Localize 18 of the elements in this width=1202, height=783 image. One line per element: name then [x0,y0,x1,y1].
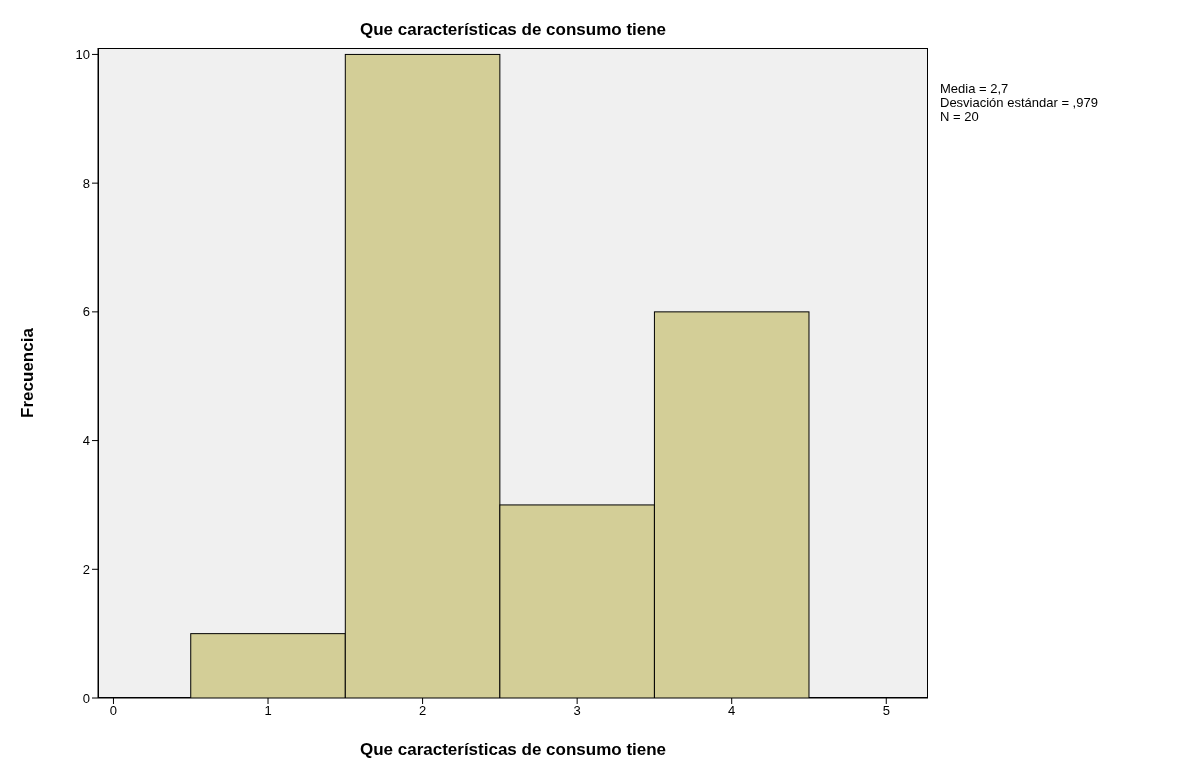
x-tick-label: 1 [264,703,272,719]
y-tick-label: 4 [82,433,90,449]
y-tick-label: 10 [75,47,90,63]
y-tick-label: 2 [82,561,90,577]
text: Media = 2,7 [940,81,1010,96]
y-tick-label: 0 [82,690,90,706]
x-tick-label: 4 [728,703,736,719]
chart-title: Que características de consumo tiene [358,20,668,40]
text: Desviación estándar = ,979 [940,95,1098,110]
x-tick-label: 0 [109,703,118,719]
y-axis-title: Frecuencia [18,327,38,420]
y-tick-label: 6 [82,304,90,320]
x-tick-label: 2 [418,703,427,719]
x-tick-label: 5 [882,703,890,719]
x-tick-label: 3 [573,703,581,719]
y-tick-label: 8 [82,175,90,191]
text: N = 20 [940,109,980,124]
x-axis-title: Que características de consumo tiene [358,740,668,760]
